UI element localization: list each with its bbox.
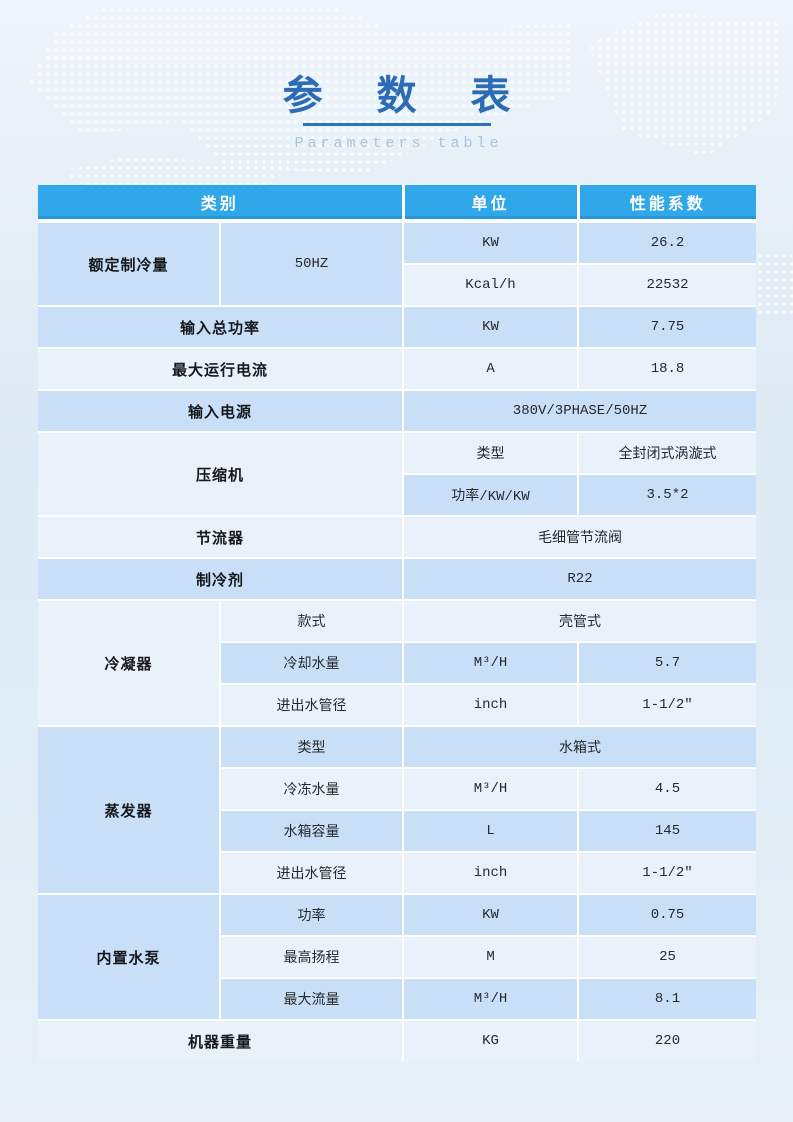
value-cell: 8.1 <box>577 977 758 1021</box>
sub-label: 类型 <box>218 725 405 769</box>
table-row: 最大运行电流 A 18.8 <box>36 347 758 391</box>
title-underline <box>302 123 491 126</box>
sub-label: 进出水管径 <box>218 683 405 727</box>
table-row: 压缩机 类型 全封闭式涡漩式 <box>36 431 758 517</box>
row-label: 输入总功率 <box>36 305 405 349</box>
sub-label: 功率/KW/KW <box>402 473 580 517</box>
row-label: 冷凝器 <box>37 599 221 727</box>
table-row: 内置水泵 功率 KW 0.75 <box>37 893 758 1021</box>
sub-label: 冷冻水量 <box>218 767 405 811</box>
sub-label: 最大流量 <box>218 977 405 1021</box>
value-cell: 毛细管节流阀 <box>402 515 758 559</box>
unit-cell: inch <box>402 851 580 895</box>
sub-label: 最高扬程 <box>218 935 405 979</box>
page-subtitle: Parameters table <box>294 135 503 152</box>
table-row: 冷却水量 M³/H 5.7 <box>38 641 758 685</box>
value-cell: 18.8 <box>577 347 758 391</box>
unit-cell: M³/H <box>402 767 580 811</box>
value-cell: 220 <box>577 1019 758 1062</box>
table-row: 最高扬程 M 25 <box>38 935 758 979</box>
table-row: 输入电源 380V/3PHASE/50HZ <box>36 389 758 433</box>
row-label: 节流器 <box>36 515 405 559</box>
value-cell: 壳管式 <box>402 599 758 643</box>
row-label: 最大运行电流 <box>36 347 405 391</box>
row-label: 额定制冷量 <box>37 220 221 307</box>
title-block: 参 数 表 Parameters table <box>0 72 793 153</box>
parameters-table: 类别 单位 性能系数 额定制冷量 50HZ KW 26.2 Kcal/h 22532 输入总… <box>36 183 758 1062</box>
value-cell: R22 <box>402 557 758 601</box>
table-body: 额定制冷量 50HZ KW 26.2 Kcal/h 22532 输入总功率 KW 7.75 最大运… <box>36 220 758 1062</box>
table-row: 节流器 毛细管节流阀 <box>36 515 758 559</box>
value-cell: 25 <box>577 935 758 979</box>
table-row: 功率/KW/KW 3.5*2 <box>38 473 758 517</box>
table-row: 最大流量 M³/H 8.1 <box>38 977 758 1021</box>
unit-cell: A <box>402 347 580 391</box>
sub-label: 款式 <box>218 599 405 643</box>
value-cell: 7.75 <box>577 305 758 349</box>
unit-cell: KG <box>402 1019 580 1062</box>
value-cell: 0.75 <box>577 893 758 937</box>
unit-cell: M³/H <box>402 977 580 1021</box>
table-row: 冷凝器 款式 壳管式 <box>37 599 758 727</box>
table-row: 蒸发器 类型 水箱式 <box>37 725 758 895</box>
value-cell: 3.5*2 <box>577 473 758 517</box>
value-cell: 26.2 <box>577 220 758 265</box>
row-label: 制冷剂 <box>36 557 405 601</box>
sub-label: 类型 <box>402 431 580 475</box>
unit-cell: KW <box>402 305 580 349</box>
value-cell: 1-1/2″ <box>577 683 758 727</box>
table-header: 类别 单位 性能系数 <box>36 183 758 223</box>
value-cell: 4.5 <box>577 767 758 811</box>
header-unit: 单位 <box>401 183 580 223</box>
table-row: 输入总功率 KW 7.75 <box>36 305 758 349</box>
value-cell: 380V/3PHASE/50HZ <box>402 389 758 433</box>
value-cell: 145 <box>577 809 758 853</box>
value-cell: 22532 <box>577 263 758 307</box>
row-label: 机器重量 <box>36 1019 405 1062</box>
header-category: 类别 <box>36 183 405 223</box>
header-performance: 性能系数 <box>576 183 758 223</box>
value-cell: 全封闭式涡漩式 <box>577 431 758 475</box>
table-row: Kcal/h 22532 <box>38 263 758 307</box>
row-label: 压缩机 <box>36 431 405 517</box>
sub-label: 50HZ <box>218 220 405 307</box>
sub-label: 水箱容量 <box>218 809 405 853</box>
unit-cell: KW <box>402 893 580 937</box>
row-label: 内置水泵 <box>37 893 221 1021</box>
unit-cell: M <box>402 935 580 979</box>
table-row: 进出水管径 inch 1-1/2″ <box>38 683 758 727</box>
value-cell: 1-1/2″ <box>577 851 758 895</box>
value-cell: 5.7 <box>577 641 758 685</box>
unit-cell: L <box>402 809 580 853</box>
row-label: 蒸发器 <box>37 725 221 895</box>
unit-cell: KW <box>402 220 580 265</box>
value-cell: 水箱式 <box>402 725 758 769</box>
table-row: 冷冻水量 M³/H 4.5 <box>38 767 758 811</box>
table-row: 进出水管径 inch 1-1/2″ <box>38 851 758 895</box>
table-header-row: 类别 单位 性能系数 <box>36 183 758 223</box>
row-label: 输入电源 <box>36 389 405 433</box>
table-row: 制冷剂 R22 <box>36 557 758 601</box>
table-row: 水箱容量 L 145 <box>38 809 758 853</box>
sub-label: 功率 <box>218 893 405 937</box>
unit-cell: M³/H <box>402 641 580 685</box>
table-row: 机器重量 KG 220 <box>36 1019 758 1062</box>
unit-cell: Kcal/h <box>402 263 580 307</box>
table-row: 额定制冷量 50HZ KW 26.2 <box>37 220 758 307</box>
unit-cell: inch <box>402 683 580 727</box>
page-title: 参 数 表 <box>282 72 531 119</box>
sub-label: 进出水管径 <box>218 851 405 895</box>
sub-label: 冷却水量 <box>218 641 405 685</box>
